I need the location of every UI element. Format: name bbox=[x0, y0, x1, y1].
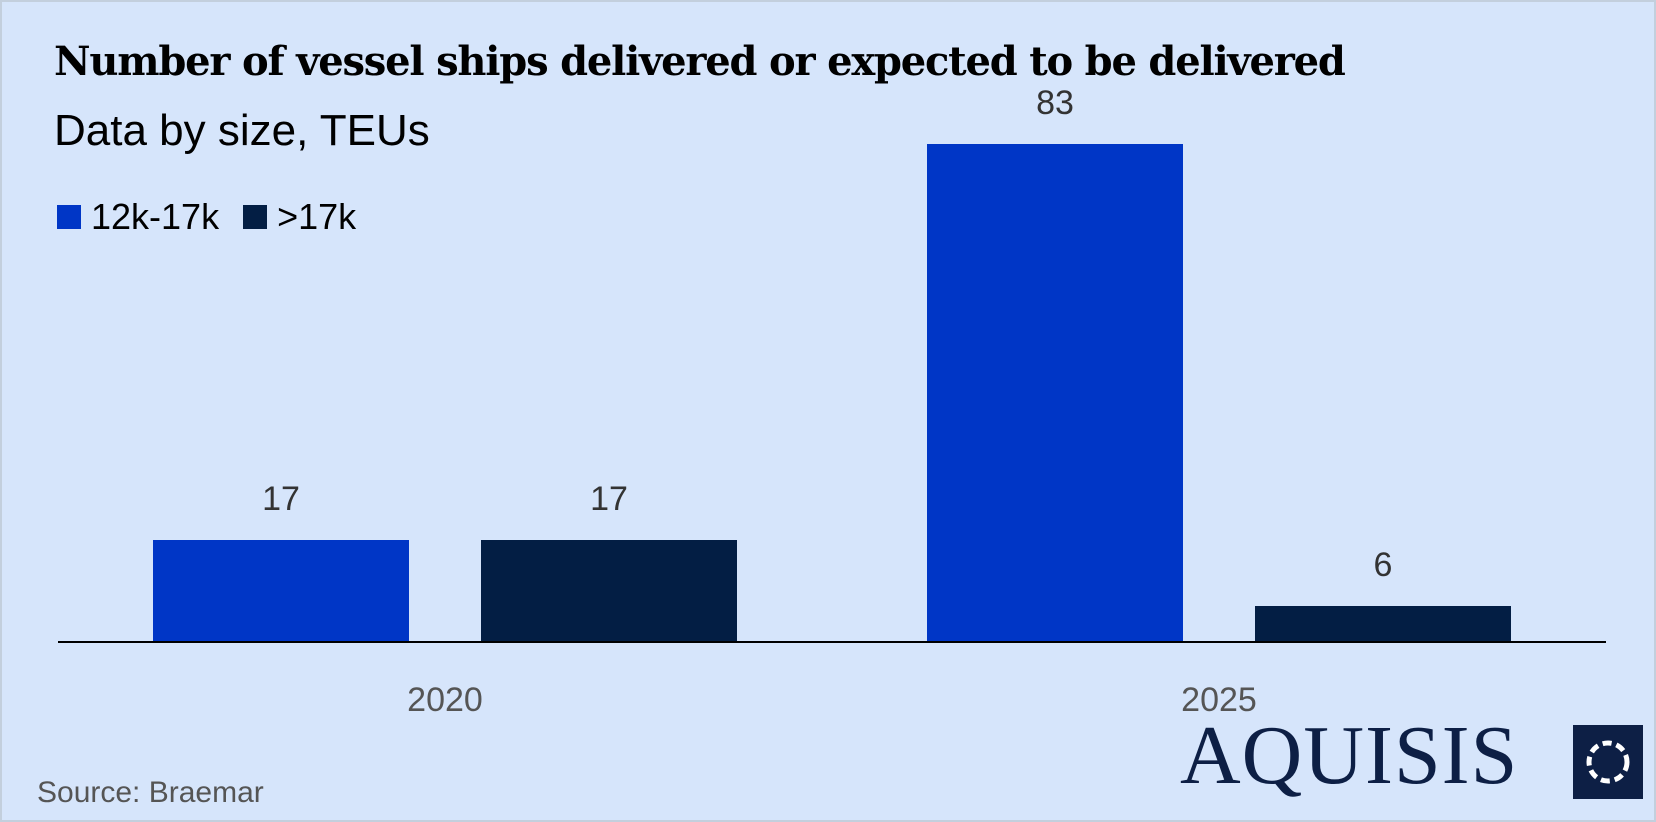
legend-label-12k-17k: 12k-17k bbox=[91, 196, 220, 237]
bar-2020-12k-17k bbox=[153, 540, 409, 642]
legend-label-over-17k: >17k bbox=[277, 196, 357, 237]
legend-item-12k-17k: 12k-17k bbox=[57, 196, 219, 238]
bar-2020-over-17k bbox=[481, 540, 737, 642]
brand-logo-text: AQUISIS bbox=[1180, 709, 1519, 802]
legend-swatch-12k-17k bbox=[57, 205, 81, 229]
data-label-2020-12k-17k: 17 bbox=[262, 480, 300, 518]
data-label-2020-over-17k: 17 bbox=[590, 480, 628, 518]
brand-logo-icon bbox=[1573, 725, 1643, 799]
chart-title: Number of vessel ships delivered or expe… bbox=[54, 38, 1346, 85]
legend-item-over-17k: >17k bbox=[243, 196, 356, 238]
legend-swatch-over-17k bbox=[243, 205, 268, 229]
x-tick-label-2025: 2025 bbox=[1181, 681, 1257, 719]
legend: 12k-17k >17k bbox=[57, 196, 380, 238]
chart-subtitle: Data by size, TEUs bbox=[54, 106, 430, 155]
data-label-2025-12k-17k: 83 bbox=[1036, 84, 1074, 122]
x-tick-label-2020: 2020 bbox=[407, 681, 483, 719]
data-label-2025-over-17k: 6 bbox=[1374, 546, 1393, 584]
source-note: Source: Braemar bbox=[37, 776, 264, 809]
bar-2025-12k-17k bbox=[927, 144, 1183, 642]
bar-2025-over-17k bbox=[1255, 606, 1511, 642]
